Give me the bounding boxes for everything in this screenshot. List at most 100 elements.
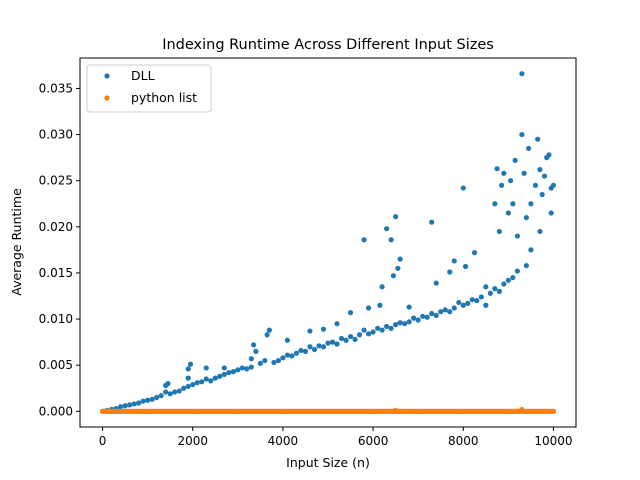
data-point (289, 353, 295, 359)
data-point (483, 284, 489, 290)
data-point (264, 332, 270, 338)
y-tick-label: 0.015 (39, 266, 73, 280)
y-axis: 0.000 0.005 0.010 0.015 0.020 0.025 0.030 0.035 (39, 81, 80, 418)
data-point (221, 365, 227, 371)
data-point (433, 312, 439, 318)
data-point (471, 250, 478, 256)
data-point (397, 256, 403, 262)
data-point (377, 302, 383, 308)
data-point (221, 371, 227, 378)
data-point (438, 309, 444, 315)
data-point (474, 298, 480, 304)
data-point (253, 348, 259, 354)
data-point (185, 375, 191, 381)
data-point (271, 359, 277, 366)
data-point (510, 201, 516, 207)
chart-title: Indexing Runtime Across Different Input … (162, 37, 494, 53)
data-point (316, 343, 322, 349)
data-point (257, 360, 263, 366)
data-point (496, 288, 502, 294)
data-point (388, 237, 394, 243)
data-point (510, 274, 516, 281)
data-point (397, 320, 403, 326)
x-tick-label: 4000 (268, 434, 299, 448)
x-tick-label: 10000 (534, 434, 572, 448)
series-1 (99, 406, 557, 414)
data-point (523, 214, 530, 221)
data-point (487, 290, 493, 296)
data-point (505, 277, 511, 283)
data-point (311, 346, 318, 353)
data-point (352, 336, 358, 342)
y-tick-label: 0.030 (39, 128, 73, 142)
data-point (361, 237, 367, 243)
data-point (235, 367, 241, 373)
y-tick-label: 0.035 (39, 81, 73, 95)
data-point (462, 263, 469, 270)
data-point (406, 319, 412, 325)
data-point (280, 355, 286, 361)
data-point (415, 317, 421, 323)
data-point (483, 302, 489, 308)
data-point (469, 297, 475, 303)
data-point (465, 300, 471, 306)
data-point (508, 178, 514, 184)
data-point (320, 326, 327, 332)
data-point (550, 182, 557, 188)
data-point (505, 210, 511, 216)
data-point (251, 342, 257, 348)
data-point (519, 71, 525, 77)
data-point (537, 228, 543, 235)
legend-label-dll: DLL (131, 68, 155, 83)
data-point (266, 327, 272, 333)
y-tick-label: 0.025 (39, 174, 73, 188)
x-axis: 0 2000 4000 6000 8000 10000 (99, 427, 573, 448)
data-point (535, 136, 541, 142)
data-point (514, 233, 520, 239)
data-point (127, 402, 133, 408)
data-point (217, 373, 223, 379)
data-point (460, 302, 466, 308)
x-tick-label: 6000 (358, 434, 389, 448)
data-point (478, 294, 484, 300)
data-point (519, 131, 525, 138)
data-point (460, 185, 466, 191)
data-point (548, 210, 554, 216)
data-point (501, 170, 507, 176)
data-point (298, 347, 304, 354)
data-point (442, 307, 448, 313)
legend-marker-dll (104, 73, 110, 79)
data-point (550, 408, 557, 414)
legend-marker-python-list (104, 95, 110, 101)
data-point (512, 157, 518, 163)
data-point (528, 247, 534, 253)
data-point (456, 299, 462, 306)
data-point (539, 191, 545, 198)
data-point (167, 391, 173, 397)
data-point (429, 219, 435, 225)
data-point (501, 281, 507, 287)
data-point (347, 333, 354, 340)
y-axis-label: Average Runtime (9, 188, 24, 296)
data-point (447, 269, 453, 275)
data-point (523, 262, 530, 269)
data-point (212, 375, 218, 381)
series-0 (99, 71, 557, 414)
data-point (379, 284, 385, 290)
data-point (239, 365, 245, 371)
data-point (320, 344, 327, 350)
chart-marks (99, 71, 557, 414)
data-point (165, 381, 171, 387)
y-tick-label: 0.010 (39, 312, 73, 326)
data-point (262, 357, 268, 364)
data-point (420, 313, 426, 319)
data-point (302, 348, 309, 354)
data-point (122, 403, 128, 409)
data-point (334, 321, 340, 327)
data-point (492, 201, 498, 207)
data-point (546, 152, 552, 158)
data-point (384, 226, 390, 232)
data-point (388, 325, 394, 331)
data-point (176, 388, 182, 394)
